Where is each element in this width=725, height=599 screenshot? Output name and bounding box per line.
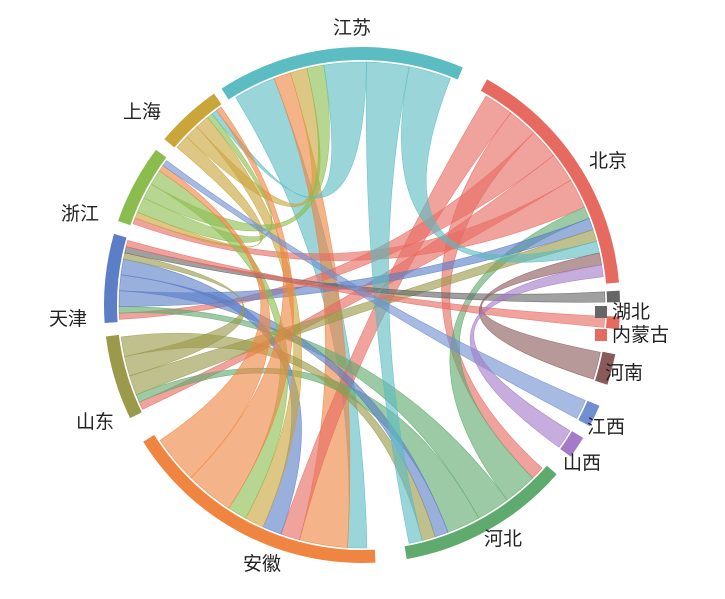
ribbon-anhui-zhejiang bbox=[158, 165, 271, 479]
arc-neimenggu bbox=[605, 316, 620, 330]
legend-swatch-hubei bbox=[595, 306, 607, 318]
arc-henan bbox=[595, 351, 616, 385]
arc-hebei bbox=[404, 465, 557, 560]
legend-swatch-neimenggu bbox=[595, 329, 607, 341]
label-shanxi: 山西 bbox=[563, 452, 601, 474]
arc-shandong bbox=[105, 334, 142, 419]
ribbon-jiangsu-beijing bbox=[401, 66, 600, 263]
label-hubei: 湖北 bbox=[612, 301, 650, 323]
label-shanghai: 上海 bbox=[123, 101, 161, 123]
ribbon-shanxi-beijing bbox=[469, 264, 604, 448]
ribbon-beijing-anhui bbox=[280, 95, 512, 541]
label-jiangxi: 江西 bbox=[587, 416, 625, 438]
ribbon-zhejiang-shanghai bbox=[137, 113, 273, 243]
ribbon-layer bbox=[118, 61, 606, 549]
arc-hubei bbox=[606, 290, 620, 303]
arc-anhui bbox=[143, 434, 376, 563]
label-jiangsu: 江苏 bbox=[333, 17, 371, 39]
arc-layer bbox=[103, 47, 620, 563]
ribbon-jiangsu-hebei bbox=[365, 61, 423, 544]
arc-shanxi bbox=[560, 431, 584, 457]
arc-jiangxi bbox=[578, 400, 600, 427]
label-beijing: 北京 bbox=[589, 150, 627, 172]
arc-jiangsu bbox=[221, 47, 463, 100]
label-neimenggu: 内蒙古 bbox=[612, 324, 669, 346]
ribbon-shandong-hebei bbox=[120, 332, 436, 541]
ribbon-shanghai-zhejiang bbox=[134, 136, 264, 248]
label-zhejiang: 浙江 bbox=[61, 203, 99, 225]
label-hebei: 河北 bbox=[484, 528, 522, 550]
ribbon-jiangxi-zhejiang bbox=[162, 160, 586, 419]
ribbon-jiangsu-shanghai bbox=[211, 61, 367, 199]
ribbon-beijing-zhejiang bbox=[132, 179, 585, 261]
label-anhui: 安徽 bbox=[243, 553, 281, 575]
label-shandong: 山东 bbox=[76, 411, 114, 433]
arc-zhejiang bbox=[118, 149, 167, 226]
arc-tianjin bbox=[103, 233, 127, 323]
label-henan: 河南 bbox=[605, 362, 643, 384]
ribbon-shandong-beijing bbox=[129, 229, 597, 396]
label-tianjin: 天津 bbox=[49, 308, 87, 330]
ribbon-neimenggu-tianjin bbox=[125, 240, 606, 328]
arc-shanghai bbox=[164, 93, 222, 148]
arc-beijing bbox=[480, 79, 620, 284]
